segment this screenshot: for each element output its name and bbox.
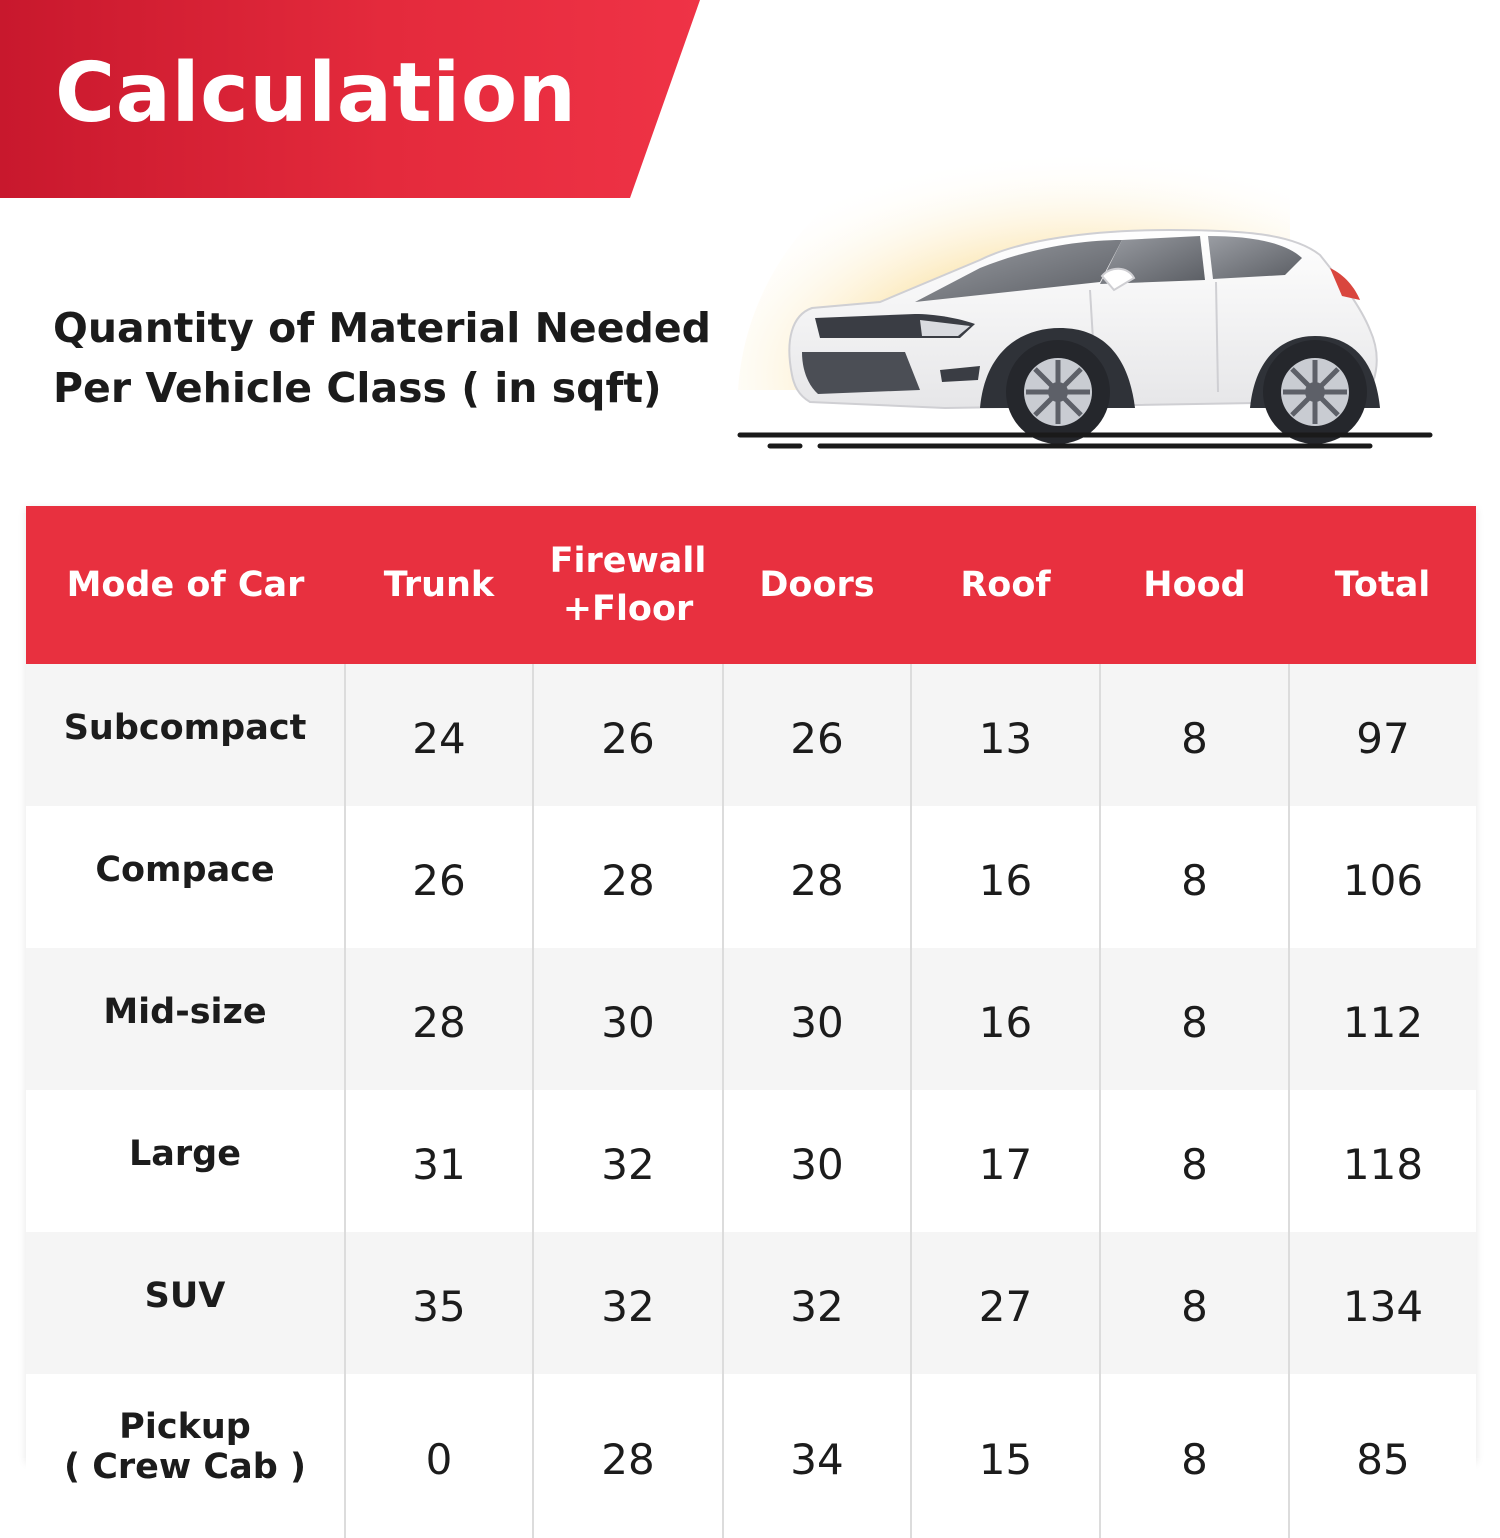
- cell-firewall: 26: [532, 664, 723, 806]
- cell-doors: 26: [722, 664, 911, 806]
- material-table-grid: Mode of Car Trunk Firewall +Floor Doors …: [26, 506, 1476, 1538]
- column-header-doors: Doors: [723, 506, 911, 664]
- cell-doors: 30: [722, 948, 911, 1090]
- cell-trunk: 31: [344, 1090, 533, 1232]
- cell-mode: Compace: [26, 806, 345, 948]
- cell-hood: 8: [1099, 806, 1289, 948]
- cell-doors: 34: [722, 1374, 911, 1538]
- cell-firewall: 28: [532, 806, 723, 948]
- table-row: Large 31 32 30 17 8 118: [26, 1090, 1476, 1232]
- cell-doors: 28: [722, 806, 911, 948]
- header-banner: [0, 0, 700, 198]
- table-row: Pickup ( Crew Cab ) 0 28 34 15 8 85: [26, 1374, 1476, 1538]
- cell-roof: 17: [910, 1090, 1100, 1232]
- cell-trunk: 24: [344, 664, 533, 806]
- subtitle-line-2: Per Vehicle Class ( in sqft): [53, 364, 662, 412]
- cell-doors: 32: [722, 1232, 911, 1374]
- cell-hood: 8: [1099, 1374, 1289, 1538]
- column-header-roof: Roof: [911, 506, 1100, 664]
- cell-hood: 8: [1099, 1232, 1289, 1374]
- cell-mode: Large: [26, 1090, 345, 1232]
- table-header-row: Mode of Car Trunk Firewall +Floor Doors …: [26, 506, 1476, 664]
- cell-roof: 27: [910, 1232, 1100, 1374]
- cell-doors: 30: [722, 1090, 911, 1232]
- cell-firewall: 28: [532, 1374, 723, 1538]
- cell-roof: 16: [910, 806, 1100, 948]
- cell-roof: 15: [910, 1374, 1100, 1538]
- cell-hood: 8: [1099, 948, 1289, 1090]
- cell-total: 112: [1288, 948, 1476, 1090]
- cell-mode: Mid-size: [26, 948, 345, 1090]
- column-header-firewall-line-2: +Floor: [562, 589, 694, 629]
- material-table: Mode of Car Trunk Firewall +Floor Doors …: [26, 506, 1476, 1538]
- cell-total: 97: [1288, 664, 1476, 806]
- cell-mode: Pickup ( Crew Cab ): [26, 1374, 345, 1538]
- column-header-total: Total: [1289, 506, 1476, 664]
- cell-trunk: 26: [344, 806, 533, 948]
- cell-mode: SUV: [26, 1232, 345, 1374]
- cell-firewall: 32: [532, 1232, 723, 1374]
- cell-trunk: 0: [344, 1374, 533, 1538]
- cell-mode-line-1: Pickup: [119, 1407, 251, 1447]
- column-header-hood: Hood: [1100, 506, 1289, 664]
- cell-total: 106: [1288, 806, 1476, 948]
- table-row: Mid-size 28 30 30 16 8 112: [26, 948, 1476, 1090]
- cell-total: 85: [1288, 1374, 1476, 1538]
- subtitle-line-1: Quantity of Material Needed: [53, 304, 712, 352]
- cell-total: 118: [1288, 1090, 1476, 1232]
- cell-total: 134: [1288, 1232, 1476, 1374]
- page-subtitle: Quantity of Material Needed Per Vehicle …: [53, 298, 733, 418]
- white-suv-car-icon: [737, 90, 1433, 449]
- table-row: Subcompact 24 26 26 13 8 97: [26, 664, 1476, 806]
- table-row: Compace 26 28 28 16 8 106: [26, 806, 1476, 948]
- cell-firewall: 32: [532, 1090, 723, 1232]
- column-header-mode: Mode of Car: [26, 506, 345, 664]
- cell-hood: 8: [1099, 664, 1289, 806]
- column-header-trunk: Trunk: [345, 506, 533, 664]
- cell-trunk: 35: [344, 1232, 533, 1374]
- column-header-firewall-line-1: Firewall: [549, 541, 707, 581]
- page-title: Calculation: [55, 46, 577, 141]
- table-row: SUV 35 32 32 27 8 134: [26, 1232, 1476, 1374]
- cell-hood: 8: [1099, 1090, 1289, 1232]
- cell-roof: 16: [910, 948, 1100, 1090]
- cell-trunk: 28: [344, 948, 533, 1090]
- column-header-firewall-floor: Firewall +Floor: [533, 506, 723, 664]
- cell-firewall: 30: [532, 948, 723, 1090]
- cell-mode-line-2: ( Crew Cab ): [64, 1447, 306, 1487]
- cell-mode: Subcompact: [26, 664, 345, 806]
- cell-roof: 13: [910, 664, 1100, 806]
